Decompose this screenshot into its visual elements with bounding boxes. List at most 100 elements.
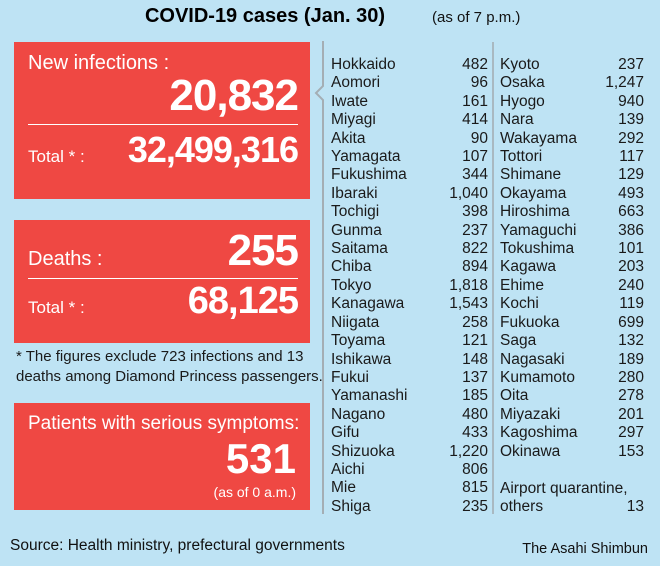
prefecture-value: 940 [618, 92, 644, 110]
prefecture-value: 235 [462, 497, 488, 515]
prefecture-value: 148 [462, 350, 488, 368]
diamond-princess-footnote: * The figures exclude 723 infections and… [16, 348, 323, 385]
prefecture-row: Tokushima 101 [500, 240, 644, 258]
prefecture-name: Tokyo [331, 276, 372, 294]
prefecture-value: 493 [618, 184, 644, 202]
prefecture-row: Wakayama 292 [500, 130, 644, 148]
new-infections-value: 20,832 [169, 71, 299, 120]
prefecture-name: Aomori [331, 74, 381, 92]
prefecture-row: Miyazaki 201 [500, 406, 644, 424]
prefecture-row: Hyogo 940 [500, 93, 644, 111]
total-infections-value: 32,499,316 [127, 129, 299, 171]
prefecture-value: 663 [618, 203, 644, 221]
prefecture-value: 280 [618, 368, 644, 386]
prefecture-value: 398 [462, 203, 488, 221]
prefecture-row: Ibaraki 1,040 [331, 185, 488, 203]
airport-others-label: others [500, 498, 544, 516]
prefecture-name: Saga [500, 332, 537, 350]
total-infections-label: Total * : [28, 147, 85, 167]
prefecture-row: Niigata 258 [331, 314, 488, 332]
prefecture-value: 201 [618, 405, 644, 423]
prefecture-value: 90 [470, 129, 488, 147]
prefecture-row: Hokkaido 482 [331, 56, 488, 74]
prefecture-row: Saitama 822 [331, 240, 488, 258]
prefecture-value: 203 [618, 258, 644, 276]
airport-quarantine-value: 13 [626, 498, 644, 516]
prefecture-row: Yamaguchi 386 [500, 222, 644, 240]
prefecture-name: Yamanashi [331, 387, 408, 405]
prefecture-name: Okinawa [500, 442, 561, 460]
prefecture-name: Gifu [331, 424, 360, 442]
prefecture-row: Shimane 129 [500, 166, 644, 184]
prefecture-value: 237 [462, 221, 488, 239]
serious-symptoms-value: 531 [225, 435, 296, 482]
prefecture-name: Aichi [331, 460, 365, 478]
column-divider [492, 42, 494, 514]
total-deaths-value: 68,125 [187, 280, 299, 322]
prefecture-row: Okayama 493 [500, 185, 644, 203]
prefecture-row: Nara 139 [500, 111, 644, 129]
prefecture-name: Miyazaki [500, 405, 561, 423]
credit-text: The Asahi Shimbun [522, 541, 648, 557]
prefecture-row: Yamagata 107 [331, 148, 488, 166]
prefecture-value: 480 [462, 405, 488, 423]
prefecture-row: Kagoshima 297 [500, 424, 644, 442]
prefecture-row: Shiga 235 [331, 498, 488, 516]
prefecture-name: Osaka [500, 74, 545, 92]
prefecture-row: Kyoto 237 [500, 56, 644, 74]
prefecture-row: Tochigi 398 [331, 203, 488, 221]
prefecture-row: Kagawa 203 [500, 258, 644, 276]
prefecture-name: Hokkaido [331, 56, 396, 73]
prefecture-name: Ehime [500, 276, 544, 294]
prefecture-row: Aichi 806 [331, 461, 488, 479]
prefecture-name: Kanagawa [331, 295, 405, 313]
prefecture-row: Fukuoka 699 [500, 314, 644, 332]
prefecture-name: Saitama [331, 240, 388, 258]
prefecture-name: Mie [331, 479, 356, 497]
prefecture-row: Yamanashi 185 [331, 387, 488, 405]
prefecture-row: Mie 815 [331, 479, 488, 497]
prefecture-name: Shizuoka [331, 442, 395, 460]
prefecture-name: Hyogo [500, 92, 545, 110]
prefecture-value: 96 [470, 74, 488, 92]
new-infections-label: New infections : [28, 52, 170, 74]
prefecture-row: Okinawa 153 [500, 443, 644, 461]
prefecture-value: 297 [618, 424, 644, 442]
prefecture-value: 278 [618, 387, 644, 405]
prefecture-row: Gunma 237 [331, 222, 488, 240]
prefecture-value: 139 [618, 111, 644, 129]
prefecture-row: Osaka 1,247 [500, 74, 644, 92]
prefecture-name: Akita [331, 129, 366, 147]
prefecture-value: 107 [462, 148, 488, 166]
prefecture-row: Oita 278 [500, 387, 644, 405]
prefecture-name: Ibaraki [331, 184, 378, 202]
serious-symptoms-label: Patients with serious symptoms: [28, 413, 300, 434]
prefecture-name: Ishikawa [331, 350, 392, 368]
prefecture-name: Kochi [500, 295, 539, 313]
prefecture-name: Hiroshima [500, 203, 570, 221]
prefecture-row: Shizuoka 1,220 [331, 443, 488, 461]
prefecture-value: 433 [462, 424, 488, 442]
prefecture-value: 1,040 [449, 184, 488, 202]
prefecture-row: Tottori 117 [500, 148, 644, 166]
prefecture-value: 189 [618, 350, 644, 368]
prefecture-column-right: Kyoto 237 Osaka 1,247 Hyogo 940 Nara 139 Wakayam… [500, 56, 644, 461]
prefecture-value: 1,543 [449, 295, 488, 313]
prefecture-value: 482 [462, 56, 488, 73]
prefecture-name: Fukui [331, 368, 369, 386]
airport-quarantine-block: Airport quarantine, others 13 [500, 480, 644, 517]
brace-line [314, 41, 324, 514]
prefecture-row: Kanagawa 1,543 [331, 295, 488, 313]
prefecture-value: 1,247 [605, 74, 644, 92]
source-text: Source: Health ministry, prefectural gov… [10, 537, 345, 554]
prefecture-value: 1,818 [449, 276, 488, 294]
deaths-value: 255 [227, 226, 299, 275]
prefecture-row: Saga 132 [500, 332, 644, 350]
airport-quarantine-label: Airport quarantine, [500, 480, 628, 497]
prefecture-row: Hiroshima 663 [500, 203, 644, 221]
prefecture-name: Shimane [500, 166, 562, 184]
page-title: COVID-19 cases (Jan. 30) [144, 5, 386, 27]
prefecture-name: Gunma [331, 221, 382, 239]
prefecture-value: 815 [462, 479, 488, 497]
